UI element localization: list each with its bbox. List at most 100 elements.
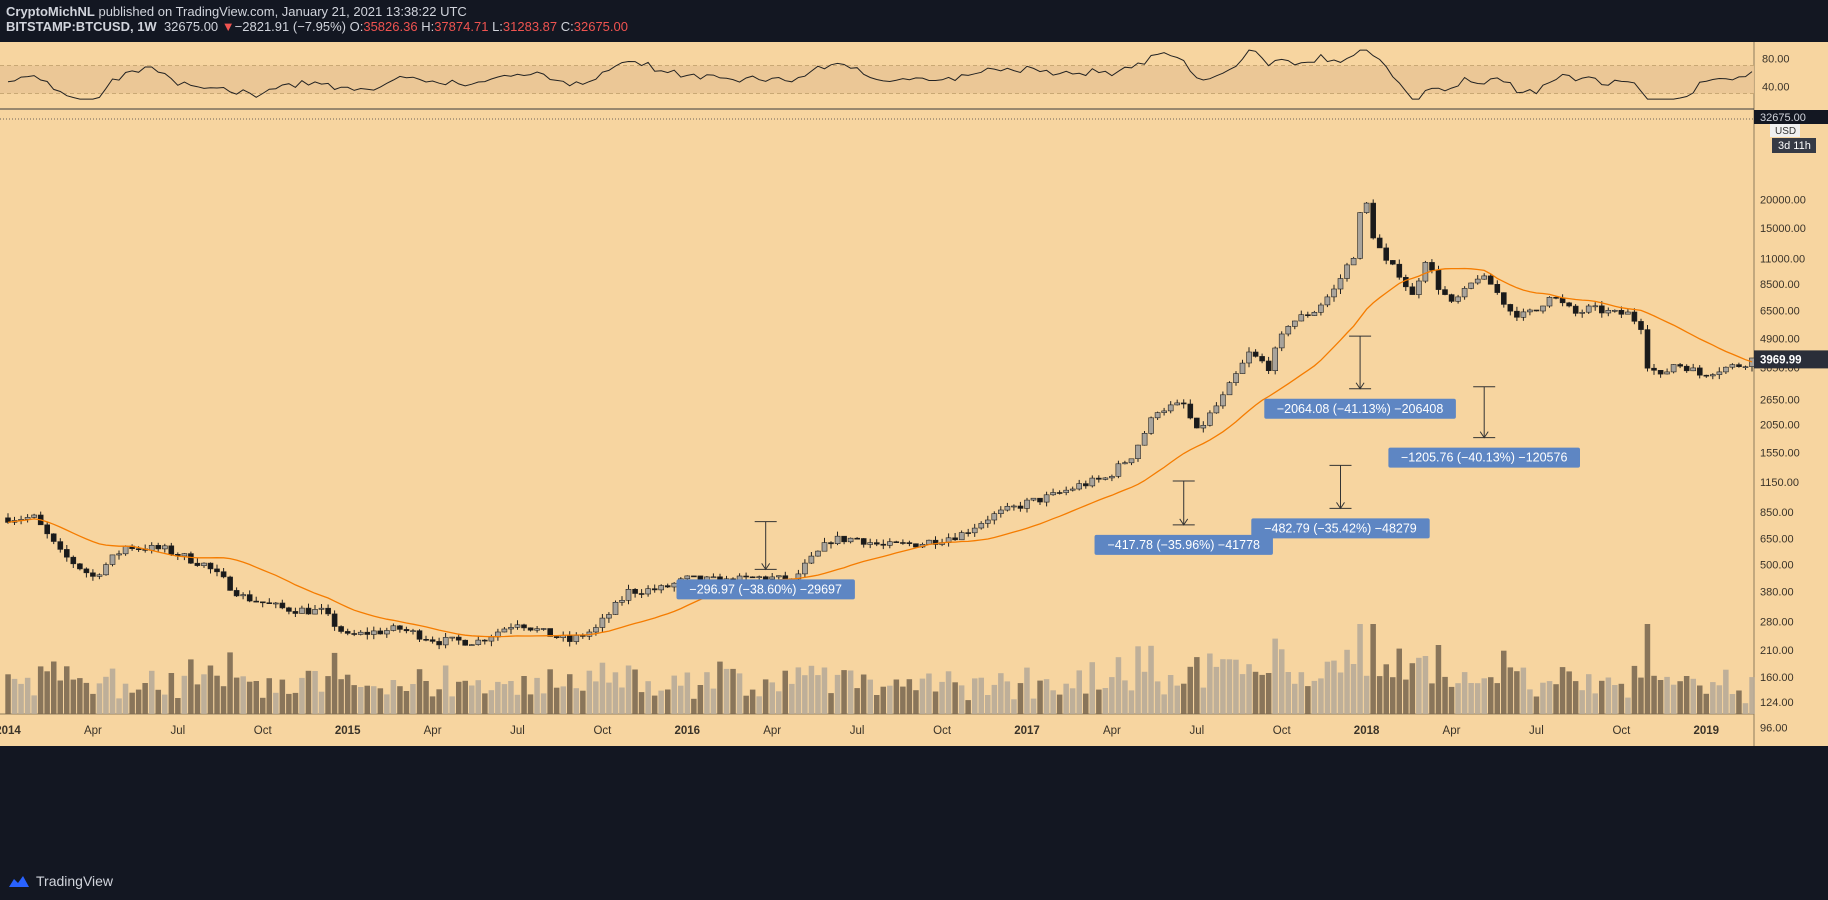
candle — [227, 576, 233, 591]
candle — [534, 628, 540, 631]
candle — [1180, 402, 1187, 405]
candle — [1520, 311, 1527, 318]
volume-bar — [1383, 664, 1389, 714]
candle — [1004, 505, 1011, 511]
candle — [1213, 405, 1220, 414]
candle — [1207, 412, 1213, 426]
measure-label-box — [1251, 518, 1430, 539]
top-value-tag — [1754, 110, 1828, 124]
volume-bar — [44, 671, 50, 714]
candle — [1527, 309, 1533, 313]
candle — [854, 537, 861, 540]
volume-bar — [815, 675, 821, 714]
candle — [1383, 247, 1389, 261]
volume-bar — [1416, 657, 1422, 714]
symbol-label[interactable]: BITSTAMP:BTCUSD, 1W — [6, 19, 157, 34]
volume-bar — [776, 691, 782, 714]
candle — [1011, 505, 1017, 508]
current-price-label: 3969.99 — [1760, 354, 1802, 366]
candle — [1625, 311, 1631, 315]
volume-bar — [1102, 688, 1109, 714]
candle — [305, 607, 312, 615]
candle — [1455, 296, 1461, 302]
volume-bar — [305, 670, 312, 714]
volume-bar — [847, 670, 854, 714]
candle — [1187, 403, 1194, 419]
volume-bar — [1122, 680, 1128, 714]
volume-bar — [508, 681, 514, 714]
volume-bar — [1736, 690, 1742, 714]
volume-bar — [149, 670, 155, 714]
volume-bar — [867, 679, 873, 714]
candle — [181, 553, 188, 557]
candle — [749, 576, 756, 579]
author-name[interactable]: CryptoMichNL — [6, 4, 95, 19]
volume-bar — [1174, 685, 1180, 714]
candle — [521, 624, 527, 629]
volume-bar — [932, 691, 939, 714]
candle — [1259, 356, 1265, 362]
volume-bar — [37, 666, 44, 714]
candle — [1285, 325, 1292, 335]
tradingview-logo[interactable]: TradingView — [8, 873, 113, 889]
volume-bar — [495, 681, 501, 714]
price-chart[interactable]: 80.00 40.00 −296.97 (−38.60%) −29697 −417.7… — [0, 42, 1828, 864]
volume-bar — [527, 694, 534, 714]
volume-bar — [188, 659, 194, 714]
time-tick-label: Jul — [170, 725, 185, 737]
price-tick-label: 210.00 — [1760, 645, 1794, 657]
candle — [214, 568, 220, 573]
volume-bar — [1376, 676, 1383, 714]
candle — [1710, 374, 1716, 377]
volume-bar — [1279, 649, 1285, 714]
volume-bar — [429, 696, 436, 714]
volume-bar — [926, 673, 932, 714]
volume-bar — [70, 679, 77, 714]
candle — [691, 575, 697, 578]
ohlc-line: BITSTAMP:BTCUSD, 1W 32675.00 ▼−2821.91 (… — [6, 19, 628, 34]
candle — [1507, 304, 1514, 312]
time-tick-label: Jul — [1189, 725, 1204, 737]
volume-bar — [1370, 624, 1376, 714]
volume-bar — [1128, 690, 1135, 714]
candle — [1337, 278, 1344, 290]
volume-bar — [64, 666, 70, 714]
volume-bar — [684, 672, 691, 714]
volume-bar — [279, 679, 286, 714]
volume-bar — [1605, 677, 1612, 714]
candle — [1194, 417, 1200, 429]
candle — [279, 602, 286, 609]
candle — [1311, 311, 1318, 316]
volume-bar — [1540, 682, 1546, 714]
candle — [1135, 444, 1141, 460]
candle — [658, 585, 665, 591]
candle — [606, 614, 612, 619]
volume-bar — [1311, 680, 1318, 714]
volume-bar — [1076, 670, 1082, 714]
rsi-tick-label: 80.00 — [1762, 54, 1790, 66]
candle — [162, 545, 168, 550]
candle — [351, 633, 358, 635]
volume-bar — [1037, 680, 1043, 714]
candle — [246, 594, 253, 602]
volume-bar — [1749, 677, 1755, 714]
candle — [645, 588, 651, 595]
measure-label: −1205.76 (−40.13%) −120576 — [1401, 451, 1568, 465]
candle — [338, 626, 344, 632]
candle — [1069, 488, 1076, 491]
measure-arrow-icon — [1179, 518, 1189, 526]
volume-bar — [1644, 624, 1651, 714]
measure-label: −417.78 (−35.96%) −41778 — [1107, 538, 1260, 552]
candle — [1723, 366, 1729, 373]
volume-bar — [1226, 659, 1233, 714]
candle — [1096, 477, 1102, 480]
candle — [31, 514, 37, 518]
price-tick-label: 8500.00 — [1760, 279, 1800, 291]
candle — [1697, 367, 1703, 376]
candle — [1703, 374, 1710, 377]
candle — [1690, 367, 1696, 372]
price-change: −2821.91 (−7.95%) — [234, 19, 346, 34]
volume-bar — [260, 697, 266, 714]
volume-bar — [11, 678, 18, 714]
volume-bar — [808, 665, 815, 714]
